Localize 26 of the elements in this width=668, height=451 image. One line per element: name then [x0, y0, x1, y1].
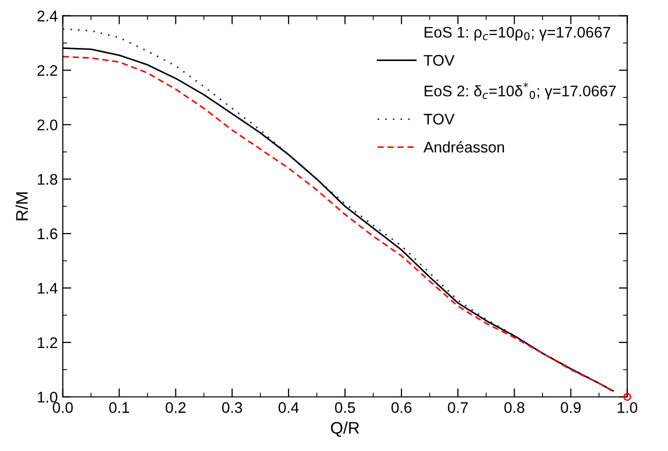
legend-label: Andréasson — [423, 141, 504, 153]
y-tick-label: 1.6 — [38, 228, 58, 240]
y-tick-label: 1.4 — [38, 283, 58, 294]
y-tick-label: 1.2 — [38, 337, 58, 348]
x-tick-label: 0.8 — [504, 402, 524, 413]
x-tick-label: 0.4 — [278, 402, 299, 413]
x-tick-label: 0.7 — [448, 402, 468, 413]
annotation: EoS 1: ρ$_{c}$=10ρ$_{0}$; γ=17.0667 — [424, 26, 610, 41]
x-tick-label: 0.2 — [166, 402, 186, 413]
x-tick-label: 0.5 — [335, 402, 355, 413]
legend-label: TOV — [424, 54, 455, 66]
legend-label: TOV — [424, 114, 455, 125]
x-tick-label: 0.1 — [109, 402, 130, 413]
x-tick-label: 0.0 — [52, 402, 73, 413]
y-tick-label: 1.0 — [38, 392, 58, 403]
y-tick-label: 1.8 — [38, 174, 58, 185]
y-tick-label: 2.0 — [37, 120, 58, 130]
x-axis-title: Q/R — [330, 422, 360, 437]
annotation: EoS 2: δ$_{c}$=10δ$^{*}$$_{0}$; γ=17.0667 — [424, 82, 616, 100]
x-tick-label: 0.3 — [222, 402, 242, 413]
x-tick-label: 0.6 — [391, 402, 412, 413]
x-tick-label: 1.0 — [618, 402, 638, 413]
y-tick-label: 2.2 — [37, 65, 58, 76]
y-axis-title: R/M — [16, 192, 28, 220]
y-tick-label: 2.4 — [37, 10, 58, 22]
x-tick-label: 0.9 — [560, 402, 581, 413]
